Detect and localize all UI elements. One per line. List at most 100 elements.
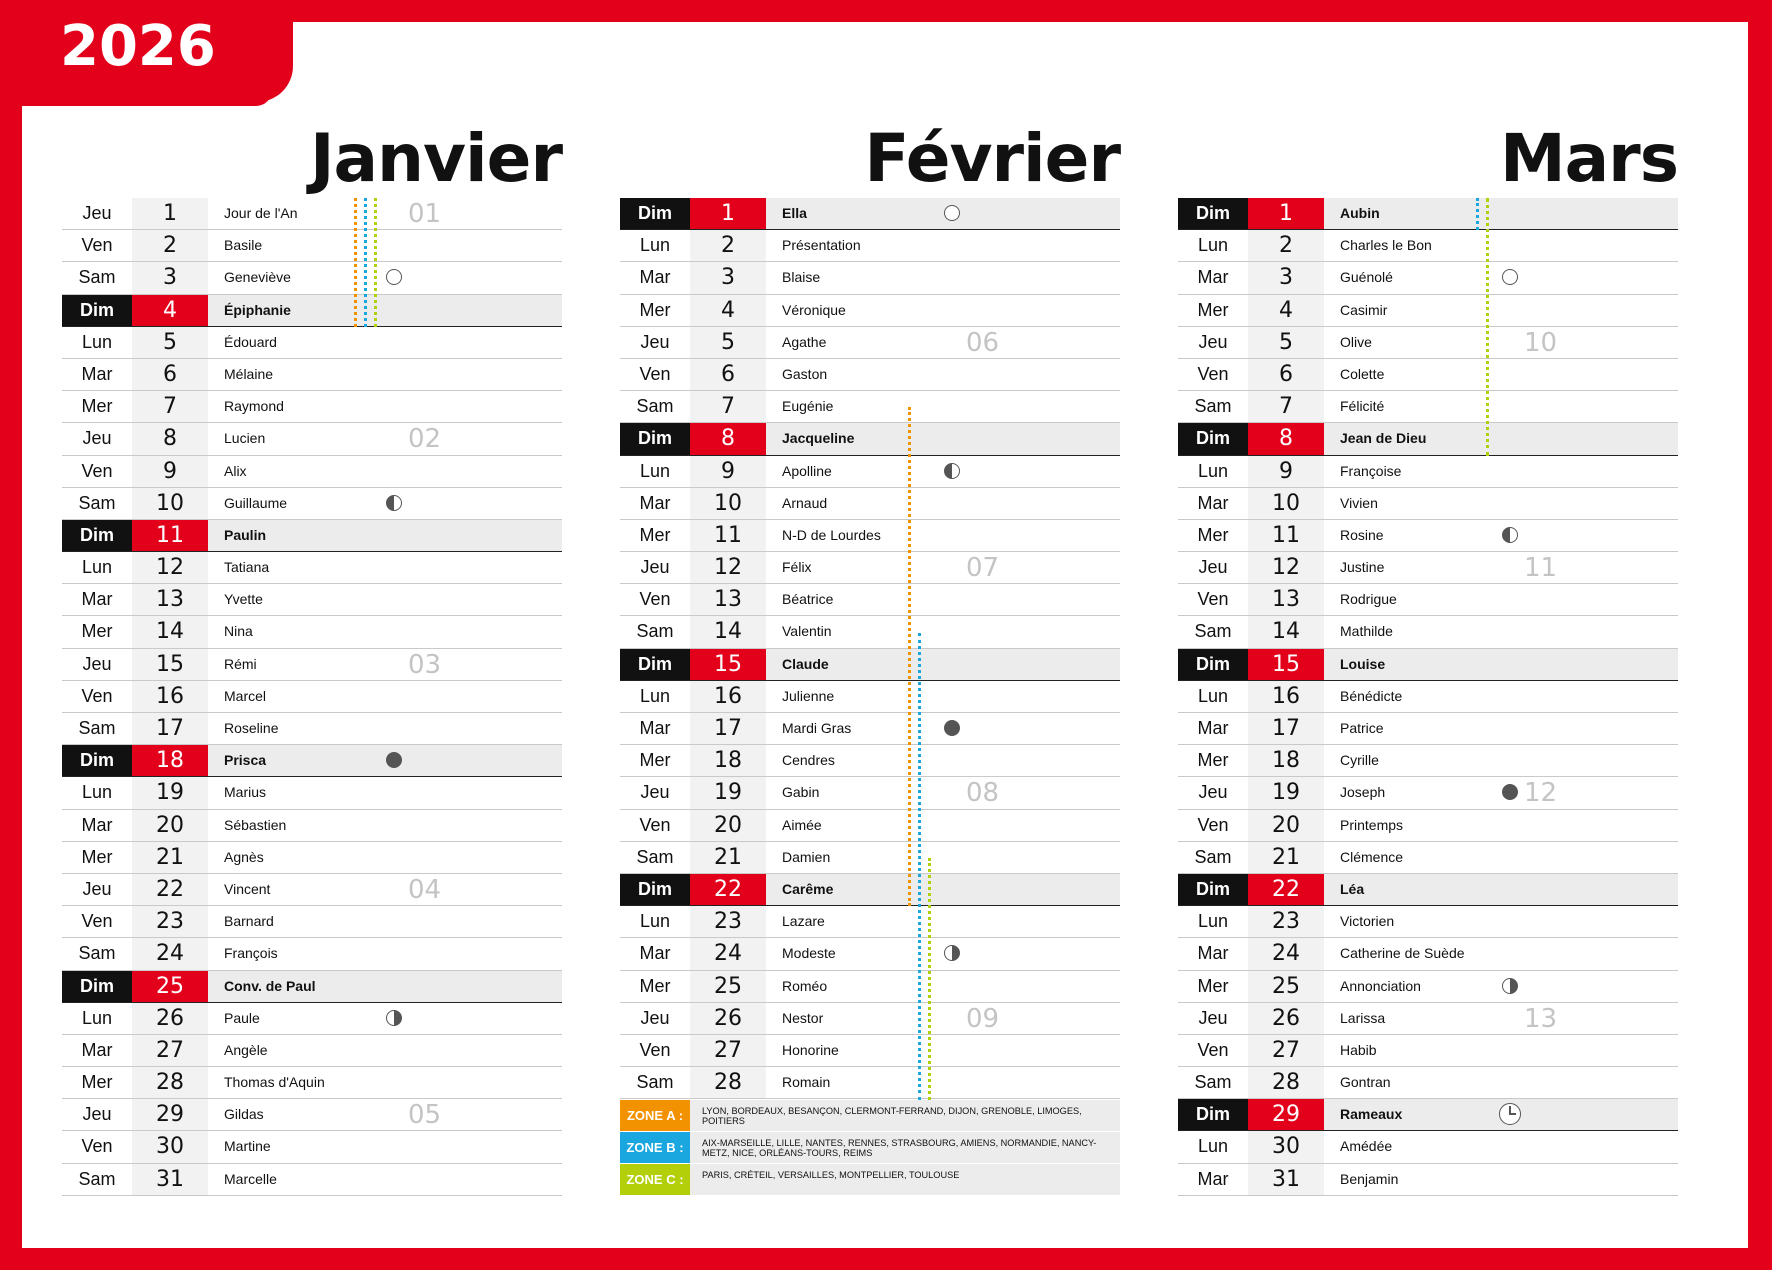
school-holiday-line	[928, 858, 931, 1100]
weekday-label: Dim	[62, 294, 132, 326]
day-number: 2	[690, 230, 766, 262]
day-row: Mar 17 Mardi Gras	[620, 713, 1120, 746]
weekday-label: Jeu	[640, 557, 670, 578]
weekday-label: Lun	[1197, 1136, 1229, 1157]
saint-name: Benjamin	[1340, 1170, 1399, 1187]
weekday-label: Dim	[1178, 873, 1248, 906]
day-number: 30	[1248, 1131, 1324, 1163]
day-row: Lun 16 Bénédicte	[1178, 680, 1678, 713]
day-row: Sam 28 Romain	[620, 1067, 1120, 1100]
saint-name: Présentation	[782, 237, 861, 254]
saint-name: Rodrigue	[1340, 591, 1397, 608]
weekday-label: Ven	[1197, 363, 1229, 384]
weekday-label: Lun	[81, 1007, 113, 1028]
weekday-label: Mar	[81, 363, 113, 384]
day-number: 15	[1248, 648, 1324, 680]
weekday-label: Mar	[1197, 718, 1229, 738]
day-number: 19	[1248, 777, 1324, 809]
saint-name: N-D de Lourdes	[782, 526, 881, 543]
day-row: Sam 21 Damien	[620, 841, 1120, 874]
weekday-label: Mar	[639, 718, 671, 738]
weekday-label: Jeu	[640, 782, 670, 803]
day-number: 21	[1248, 841, 1324, 873]
new-moon-icon	[386, 752, 402, 769]
day-number: 19	[690, 777, 766, 809]
day-number: 10	[1248, 487, 1324, 519]
sunday-row: Dim 22 Carême	[620, 873, 1120, 907]
day-row: Jeu 12 Justine 11	[1178, 552, 1678, 585]
weekday-label: Lun	[639, 685, 671, 706]
day-number: 10	[690, 487, 766, 519]
school-holiday-line	[908, 407, 911, 907]
day-row: Mer 21 Agnès	[62, 841, 562, 874]
saint-name: Guillaume	[224, 494, 288, 511]
day-row: Lun 16 Julienne	[620, 680, 1120, 713]
saint-name: Édouard	[224, 333, 277, 350]
saint-name: Casimir	[1340, 301, 1388, 318]
day-row: Mer 4 Véronique	[620, 294, 1120, 327]
day-number: 12	[690, 552, 766, 584]
saint-name: Conv. de Paul	[224, 977, 316, 994]
saint-name: Ella	[782, 205, 807, 221]
school-holiday-line	[374, 198, 377, 327]
saint-name: Gaston	[782, 365, 828, 382]
saint-name: Thomas d'Aquin	[224, 1074, 325, 1091]
sunday-row: Dim 18 Prisca	[62, 745, 562, 778]
month-mars: Mars Dim 1 Aubin Lun 2 Charles le Bon Mar 3 Guén…	[1178, 120, 1679, 1200]
day-number: 28	[1248, 1067, 1324, 1099]
school-holiday-line	[918, 632, 921, 1100]
weekday-label: Sam	[78, 267, 116, 288]
day-number: 17	[132, 713, 208, 745]
saint-name: Aubin	[1340, 205, 1380, 221]
first-quarter-moon-icon	[1502, 977, 1518, 994]
weekday-label: Ven	[81, 685, 113, 706]
day-row: Jeu 26 Larissa 13	[1178, 1002, 1678, 1035]
week-number: 04	[408, 874, 442, 905]
day-number: 24	[1248, 938, 1324, 970]
saint-name: Larissa	[1340, 1009, 1386, 1026]
saint-name: Mélaine	[224, 365, 274, 382]
weekday-label: Dim	[620, 198, 690, 230]
day-number: 8	[132, 423, 208, 455]
day-row: Jeu 19 Joseph 12	[1178, 777, 1678, 810]
day-number: 16	[690, 680, 766, 712]
zone-row: ZONE A : LYON, BORDEAUX, BESANÇON, CLERMO…	[620, 1099, 1120, 1132]
saint-name: Barnard	[224, 913, 274, 930]
weekday-label: Dim	[620, 423, 690, 455]
day-number: 1	[132, 198, 208, 230]
week-number: 02	[408, 424, 442, 455]
saint-name: Alix	[224, 462, 247, 479]
weekday-label: Lun	[639, 460, 671, 481]
day-number: 1	[1248, 198, 1324, 230]
saint-name: Épiphanie	[224, 301, 291, 318]
month-title: Février	[864, 120, 1121, 197]
day-number: 15	[132, 648, 208, 680]
saint-name: Lazare	[782, 913, 825, 930]
day-row: Lun 9 Françoise	[1178, 455, 1678, 488]
weekday-label: Dim	[1178, 648, 1248, 680]
saint-name: Printemps	[1340, 816, 1404, 833]
saint-name: Jour de l'An	[224, 205, 298, 221]
day-row: Ven 30 Martine	[62, 1131, 562, 1164]
day-row: Ven 23 Barnard	[62, 906, 562, 939]
saint-name: Romain	[782, 1074, 831, 1091]
school-holiday-line	[1486, 198, 1489, 456]
day-number: 26	[1248, 1002, 1324, 1034]
saint-name: Félicité	[1340, 398, 1385, 415]
sunday-row: Dim 15 Claude	[620, 648, 1120, 681]
weekday-label: Jeu	[82, 1104, 112, 1125]
day-row: Lun 23 Lazare	[620, 906, 1120, 939]
saint-name: Mardi Gras	[782, 720, 852, 736]
saint-name: Blaise	[782, 269, 821, 286]
saint-name: Charles le Bon	[1340, 237, 1432, 254]
day-number: 9	[690, 455, 766, 487]
saint-name: Roseline	[224, 720, 279, 736]
day-row: Jeu 19 Gabin 08	[620, 777, 1120, 810]
saint-name: Vivien	[1340, 494, 1378, 511]
weekday-label: Mer	[639, 524, 671, 545]
saint-name: Clémence	[1340, 848, 1404, 865]
day-row: Mer 11 N-D de Lourdes	[620, 519, 1120, 553]
first-quarter-moon-icon	[386, 1009, 402, 1026]
weekday-label: Mer	[1197, 750, 1229, 771]
day-row: Mar 20 Sébastien	[62, 809, 562, 842]
